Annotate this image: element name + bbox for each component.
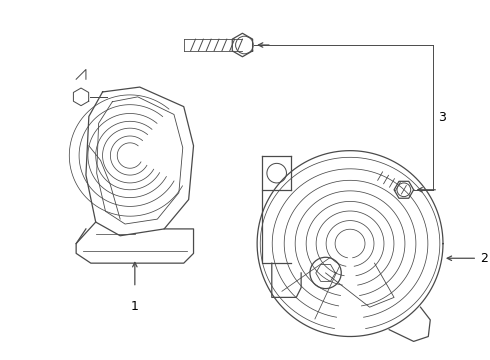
Text: 3: 3 <box>438 111 446 124</box>
Text: 1: 1 <box>131 300 139 313</box>
Text: 2: 2 <box>480 252 488 265</box>
